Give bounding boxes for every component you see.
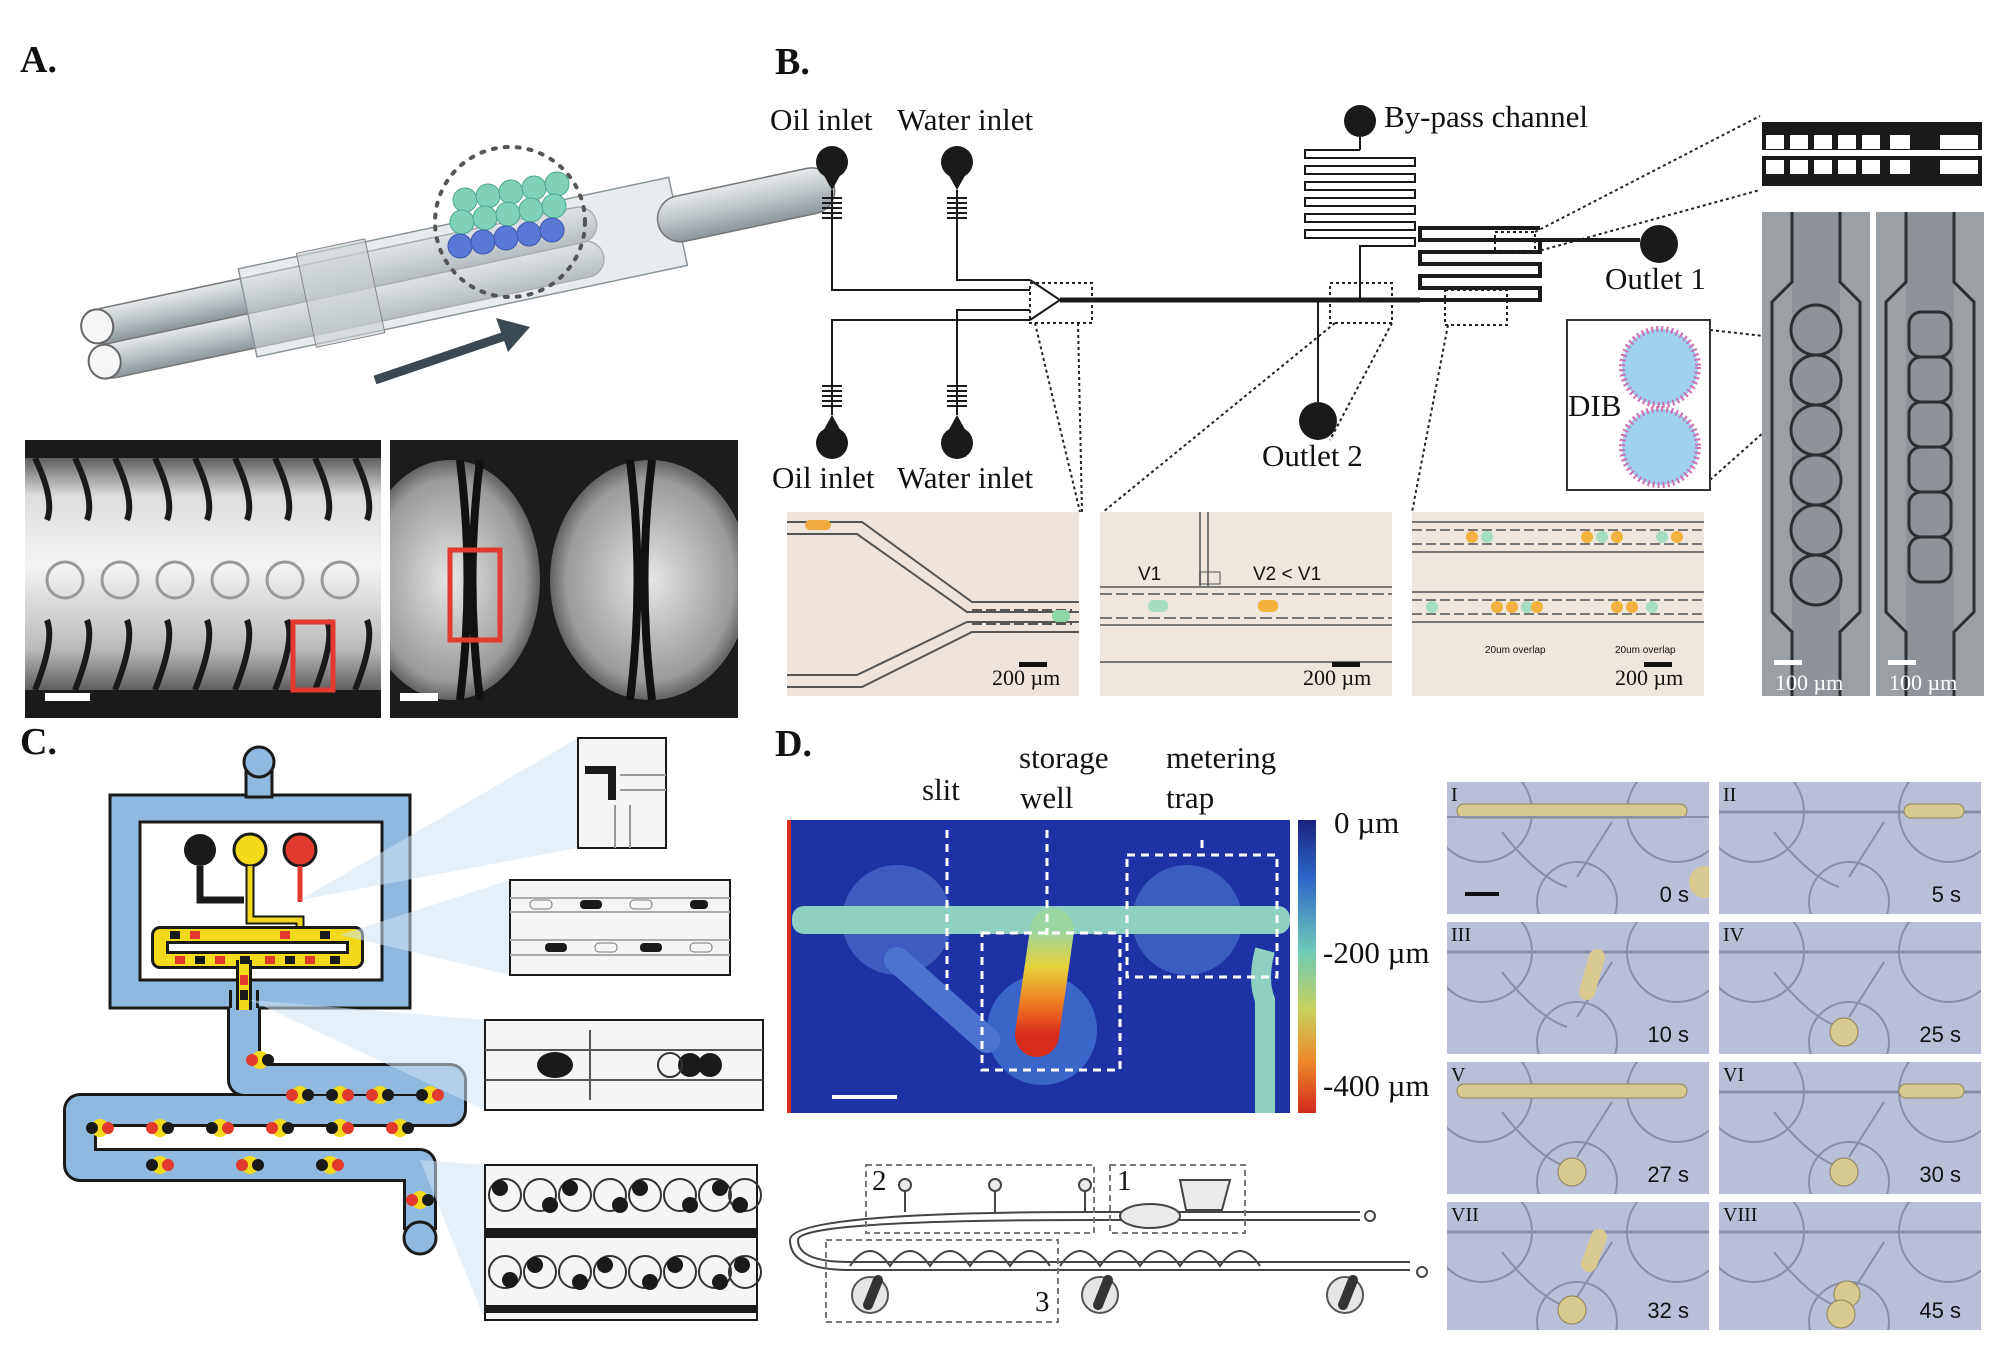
label-outlet-1: Outlet 1 [1605, 261, 1706, 296]
label-slit: slit [922, 772, 960, 807]
frame-7: VII 32 s [1447, 1202, 1709, 1330]
zoom-circle [433, 145, 587, 299]
frame-6-numeral: VI [1723, 1064, 1745, 1086]
label-dib: DIB [1568, 388, 1622, 423]
label-water-inlet-top: Water inlet [897, 102, 1034, 137]
droplet-pairs [86, 1051, 444, 1209]
frame-1: I 0 s [1447, 782, 1709, 914]
schematic-number-3: 3 [1035, 1286, 1050, 1318]
frame-6: VI 30 s [1719, 1062, 1981, 1194]
panel-letter-d: D. [775, 723, 812, 765]
label-oil-inlet-bottom: Oil inlet [772, 460, 875, 495]
channel-network [63, 745, 467, 1256]
colorbar-tick-400: -400 µm [1323, 1068, 1430, 1103]
frame-5-numeral: V [1451, 1064, 1466, 1086]
frame-2: II 5 s [1719, 782, 1981, 914]
frame-2-numeral: II [1723, 784, 1737, 806]
panel-b-photo-pairing [1412, 512, 1704, 696]
zoom-beams [250, 738, 578, 1320]
frame-5: V 27 s [1447, 1062, 1709, 1194]
panel-d-frame-grid: I 0 s II 5 s III 10 s IV 25 s V 27 s VI … [1447, 782, 1995, 1332]
colorbar-tick-0: 0 µm [1334, 805, 1400, 840]
panel-c-insets [484, 737, 764, 1321]
scalebar-label-b4: 100 µm [1775, 670, 1844, 695]
label-water-inlet-bottom: Water inlet [897, 460, 1034, 495]
label-well: well [1020, 780, 1074, 815]
channel-detail-top [1762, 122, 1982, 186]
frame-3-numeral: III [1451, 924, 1471, 946]
label-v2: V2 < V1 [1253, 564, 1322, 585]
dib-inset [1566, 319, 1711, 491]
frame-5-time: 27 s [1647, 1162, 1689, 1187]
frame-7-numeral: VII [1451, 1204, 1479, 1226]
label-metering: metering [1166, 740, 1277, 775]
colorbar-tick-200: -200 µm [1323, 935, 1430, 970]
frame-3: III 10 s [1447, 922, 1709, 1054]
frame-1-numeral: I [1451, 784, 1458, 806]
panel-b-photo-chain-left [1762, 212, 1870, 696]
schematic-number-2: 2 [872, 1165, 887, 1197]
inlet-ports [816, 105, 1678, 459]
label-overlap-1: 20um overlap [1485, 645, 1546, 656]
label-outlet-2: Outlet 2 [1262, 438, 1363, 473]
scalebar-label-b2: 200 µm [1303, 665, 1372, 690]
panel-b-photo-junction [787, 512, 1079, 696]
panel-d-heatmap [787, 820, 1290, 1113]
panel-d-colorbar [1298, 820, 1316, 1113]
panel-letter-a: A. [20, 39, 57, 81]
label-oil-inlet-top: Oil inlet [770, 102, 873, 137]
frame-4-time: 25 s [1919, 1022, 1961, 1047]
panel-a-micrograph-left [25, 440, 381, 718]
frame-8-time: 45 s [1919, 1298, 1961, 1323]
scalebar-label-b3: 200 µm [1615, 665, 1684, 690]
label-bypass-channel: By-pass channel [1384, 99, 1589, 134]
droplet-cluster [447, 171, 570, 259]
flow-arrow-icon [373, 318, 530, 385]
panel-a-micrograph-right [390, 440, 738, 718]
panel-letter-b: B. [775, 41, 810, 83]
scalebar-label-b1: 200 µm [992, 665, 1061, 690]
panel-b-photo-split [1100, 512, 1392, 696]
frame-8-numeral: VIII [1723, 1204, 1758, 1226]
frame-6-time: 30 s [1919, 1162, 1961, 1187]
label-overlap-2: 20um overlap [1615, 645, 1676, 656]
scalebar-label-b5: 100 µm [1889, 670, 1958, 695]
frame-1-time: 0 s [1659, 882, 1689, 907]
frame-2-time: 5 s [1931, 882, 1961, 907]
frame-4-numeral: IV [1723, 924, 1745, 946]
label-storage: storage [1019, 740, 1109, 775]
frame-4: IV 25 s [1719, 922, 1981, 1054]
frame-7-time: 32 s [1647, 1298, 1689, 1323]
panel-letter-c: C. [20, 721, 57, 763]
schematic-number-1: 1 [1117, 1165, 1132, 1197]
frame-8: VIII 45 s [1719, 1202, 1981, 1330]
frame-3-time: 10 s [1647, 1022, 1689, 1047]
label-v1: V1 [1138, 564, 1162, 585]
panel-b-photo-chain-right [1876, 212, 1984, 696]
label-trap: trap [1166, 780, 1215, 815]
